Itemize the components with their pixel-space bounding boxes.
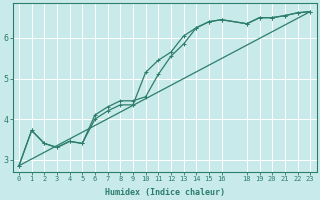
X-axis label: Humidex (Indice chaleur): Humidex (Indice chaleur): [105, 188, 225, 197]
